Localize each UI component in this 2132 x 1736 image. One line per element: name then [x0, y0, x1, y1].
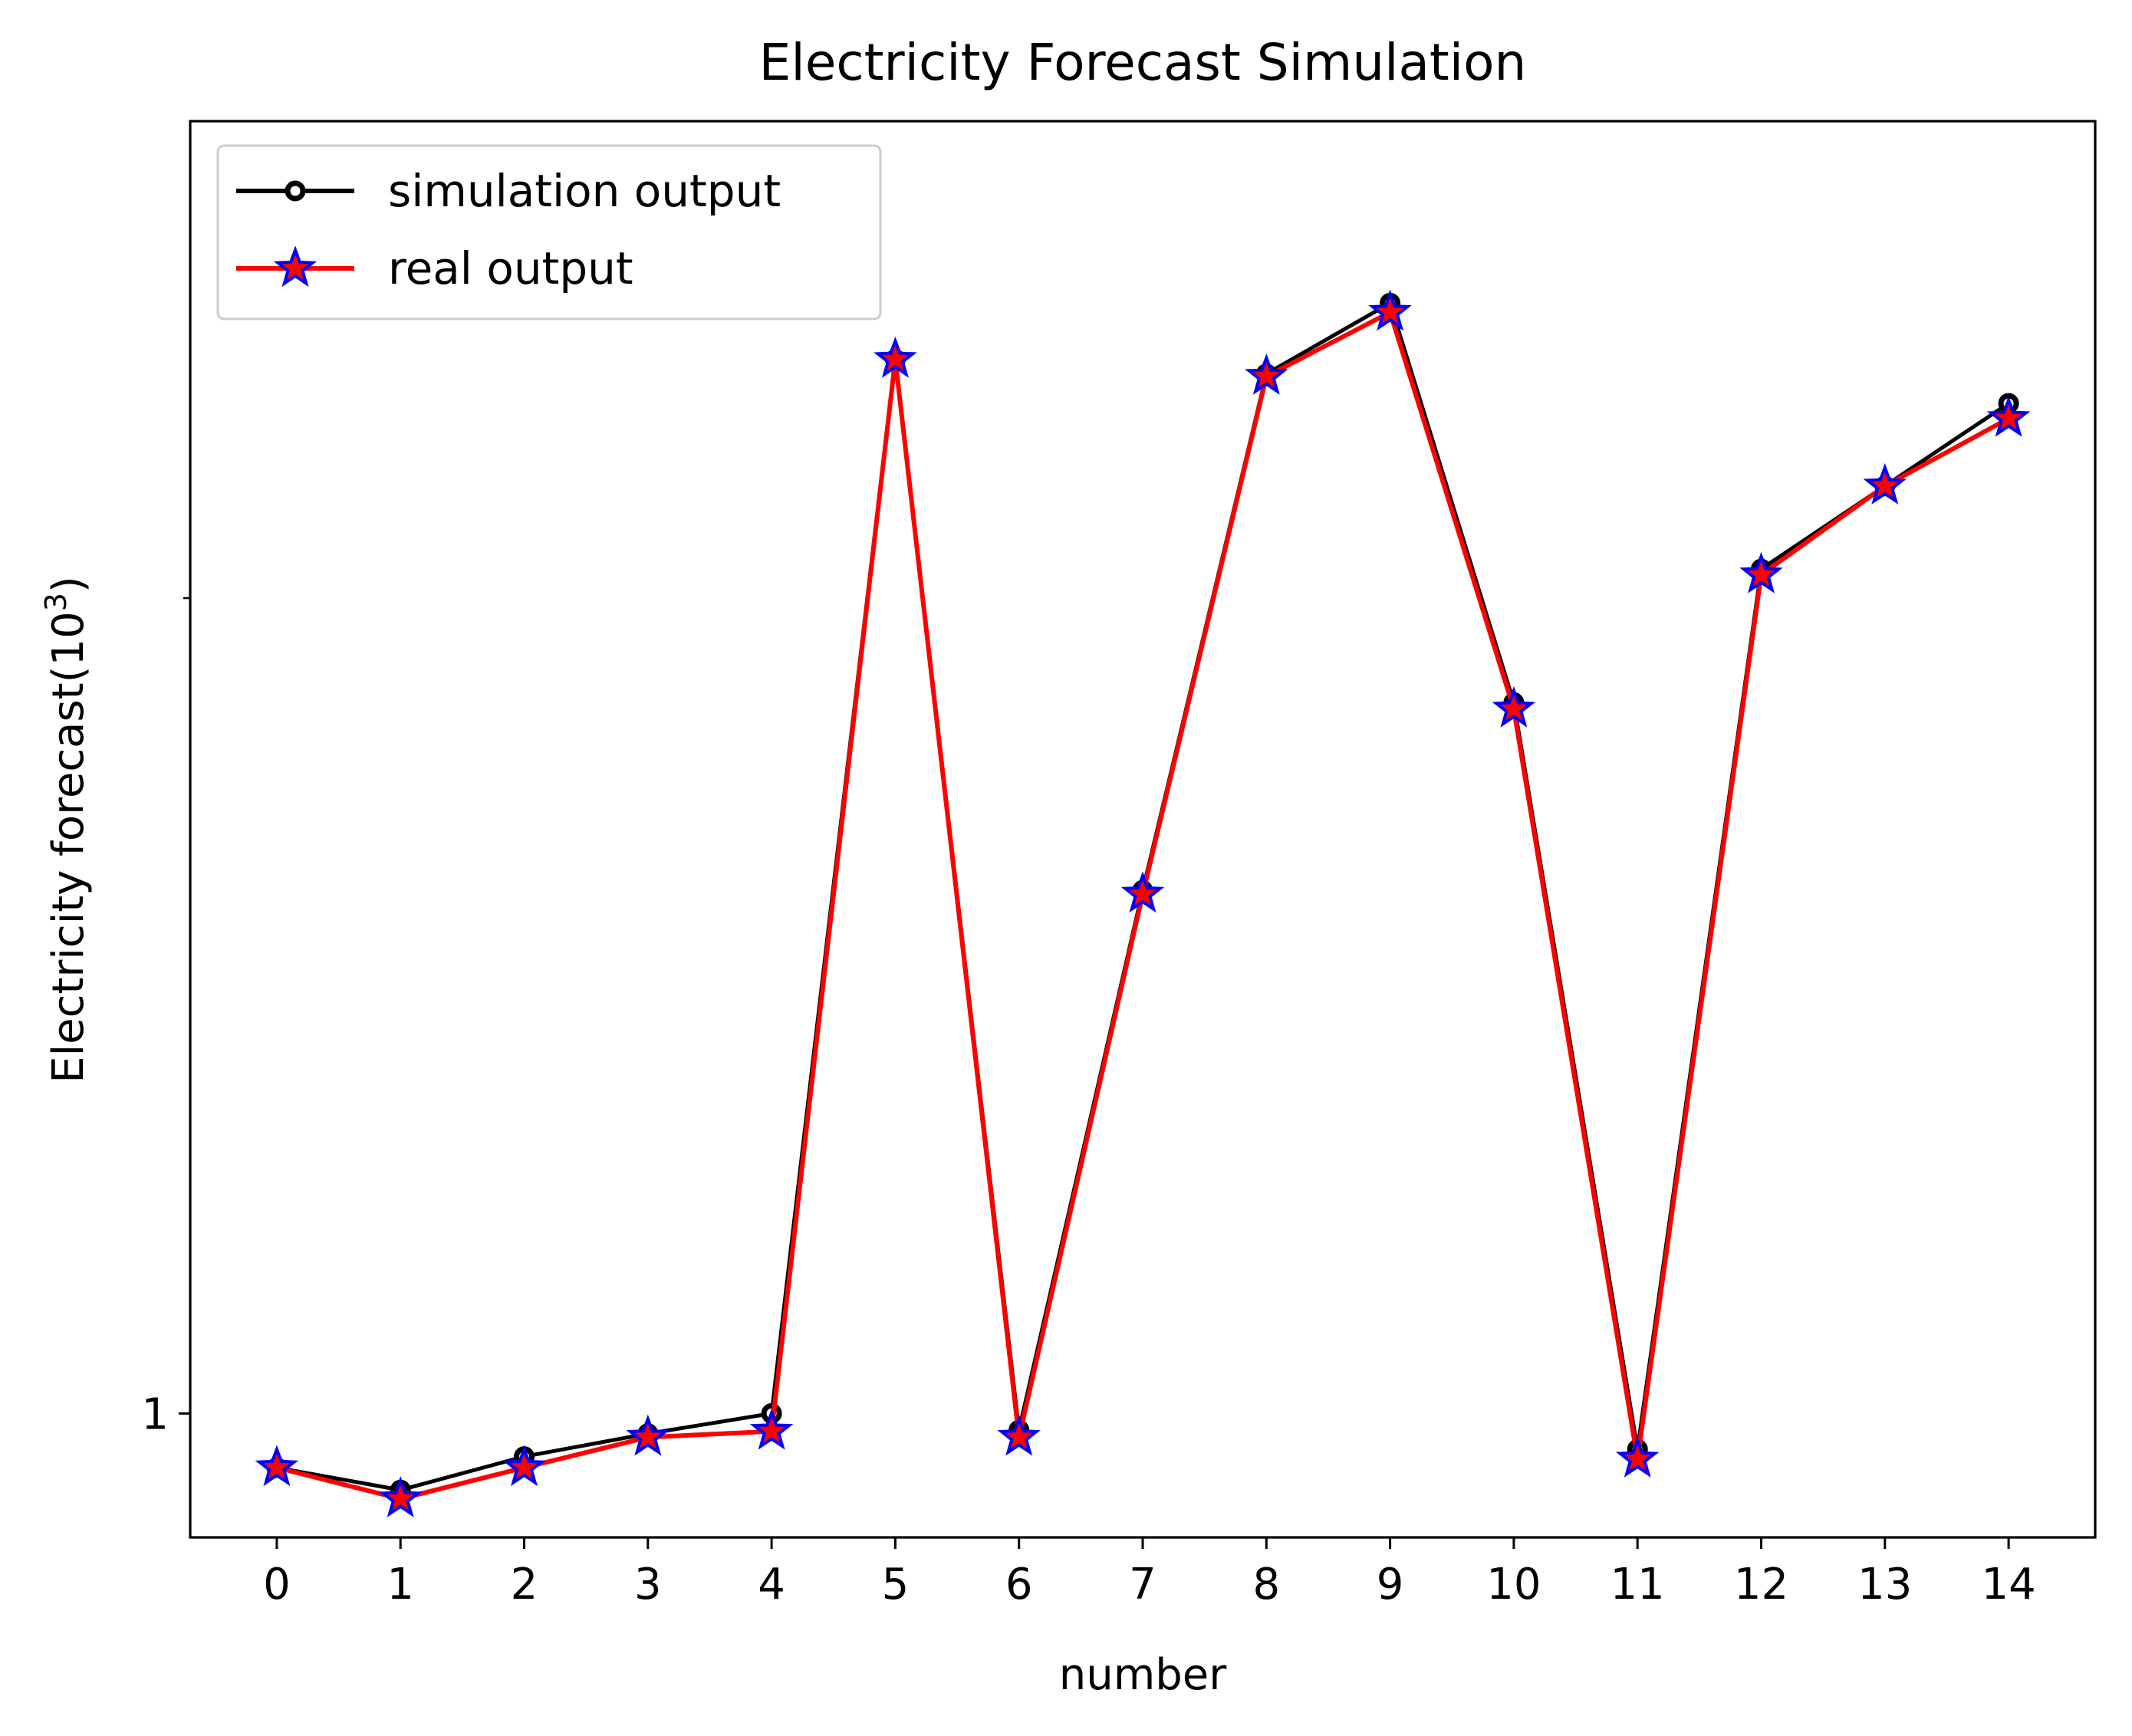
legend-swatch-marker-1	[285, 180, 306, 202]
series-real-output	[255, 289, 2031, 1517]
x-tick-label-4: 4	[758, 1560, 785, 1609]
y-axis-label-main: Electricity forecast(10	[44, 611, 94, 1083]
x-tick-label-14: 14	[1981, 1560, 2035, 1609]
x-tick-label-13: 13	[1857, 1560, 1912, 1609]
y-axis-label: Electricity forecast(103)	[39, 576, 94, 1083]
chart-title: Electricity Forecast Simulation	[759, 33, 1527, 92]
real-point-4	[749, 1408, 794, 1450]
x-tick-label-3: 3	[634, 1560, 662, 1609]
x-tick-label-10: 10	[1486, 1560, 1541, 1609]
y-tick-label-1: 1	[141, 1389, 169, 1439]
real-point-5	[874, 336, 917, 378]
x-tick-label-2: 2	[511, 1560, 538, 1609]
x-tick-label-8: 8	[1252, 1560, 1280, 1609]
x-tick-label-12: 12	[1734, 1560, 1788, 1609]
real-point-2	[502, 1445, 546, 1487]
real-point-3	[626, 1414, 670, 1456]
real-point-10	[1492, 686, 1536, 728]
legend-label-2: real output	[388, 242, 633, 294]
real-point-13	[1863, 463, 1907, 505]
x-tick-label-11: 11	[1611, 1560, 1665, 1609]
legend-swatch-marker-2	[273, 245, 317, 288]
legend-box	[216, 144, 882, 321]
x-tick-label-9: 9	[1377, 1560, 1404, 1609]
real-point-6	[997, 1414, 1041, 1456]
real-point-12	[1739, 551, 1783, 593]
real-point-8	[1245, 353, 1288, 395]
x-tick-label-6: 6	[1005, 1560, 1033, 1609]
plot-frame	[189, 120, 2097, 1539]
real-point-11	[1615, 1436, 1660, 1478]
legend-label-1: simulation output	[388, 165, 781, 217]
y-axis-label-superscript: 3	[39, 593, 73, 611]
legend: simulation output real output	[216, 144, 882, 321]
x-tick-label-1: 1	[387, 1560, 414, 1609]
series-layer	[255, 289, 2031, 1517]
x-axis: 0 1 2 3 4 5 6 7 8 9 10 11 12 13 14	[263, 1537, 2036, 1609]
y-axis-label-suffix: )	[44, 576, 94, 593]
x-tick-label-0: 0	[263, 1560, 291, 1609]
plot-area	[190, 121, 2095, 1537]
real-point-14	[1986, 395, 2031, 437]
x-tick-label-7: 7	[1129, 1560, 1156, 1609]
x-axis-label: number	[1059, 1650, 1228, 1700]
real-point-9	[1368, 289, 1412, 331]
y-axis: 1	[141, 597, 190, 1439]
x-tick-label-5: 5	[882, 1560, 910, 1609]
real-point-7	[1120, 871, 1165, 913]
real-point-1	[378, 1475, 423, 1517]
real-point-0	[255, 1445, 299, 1487]
